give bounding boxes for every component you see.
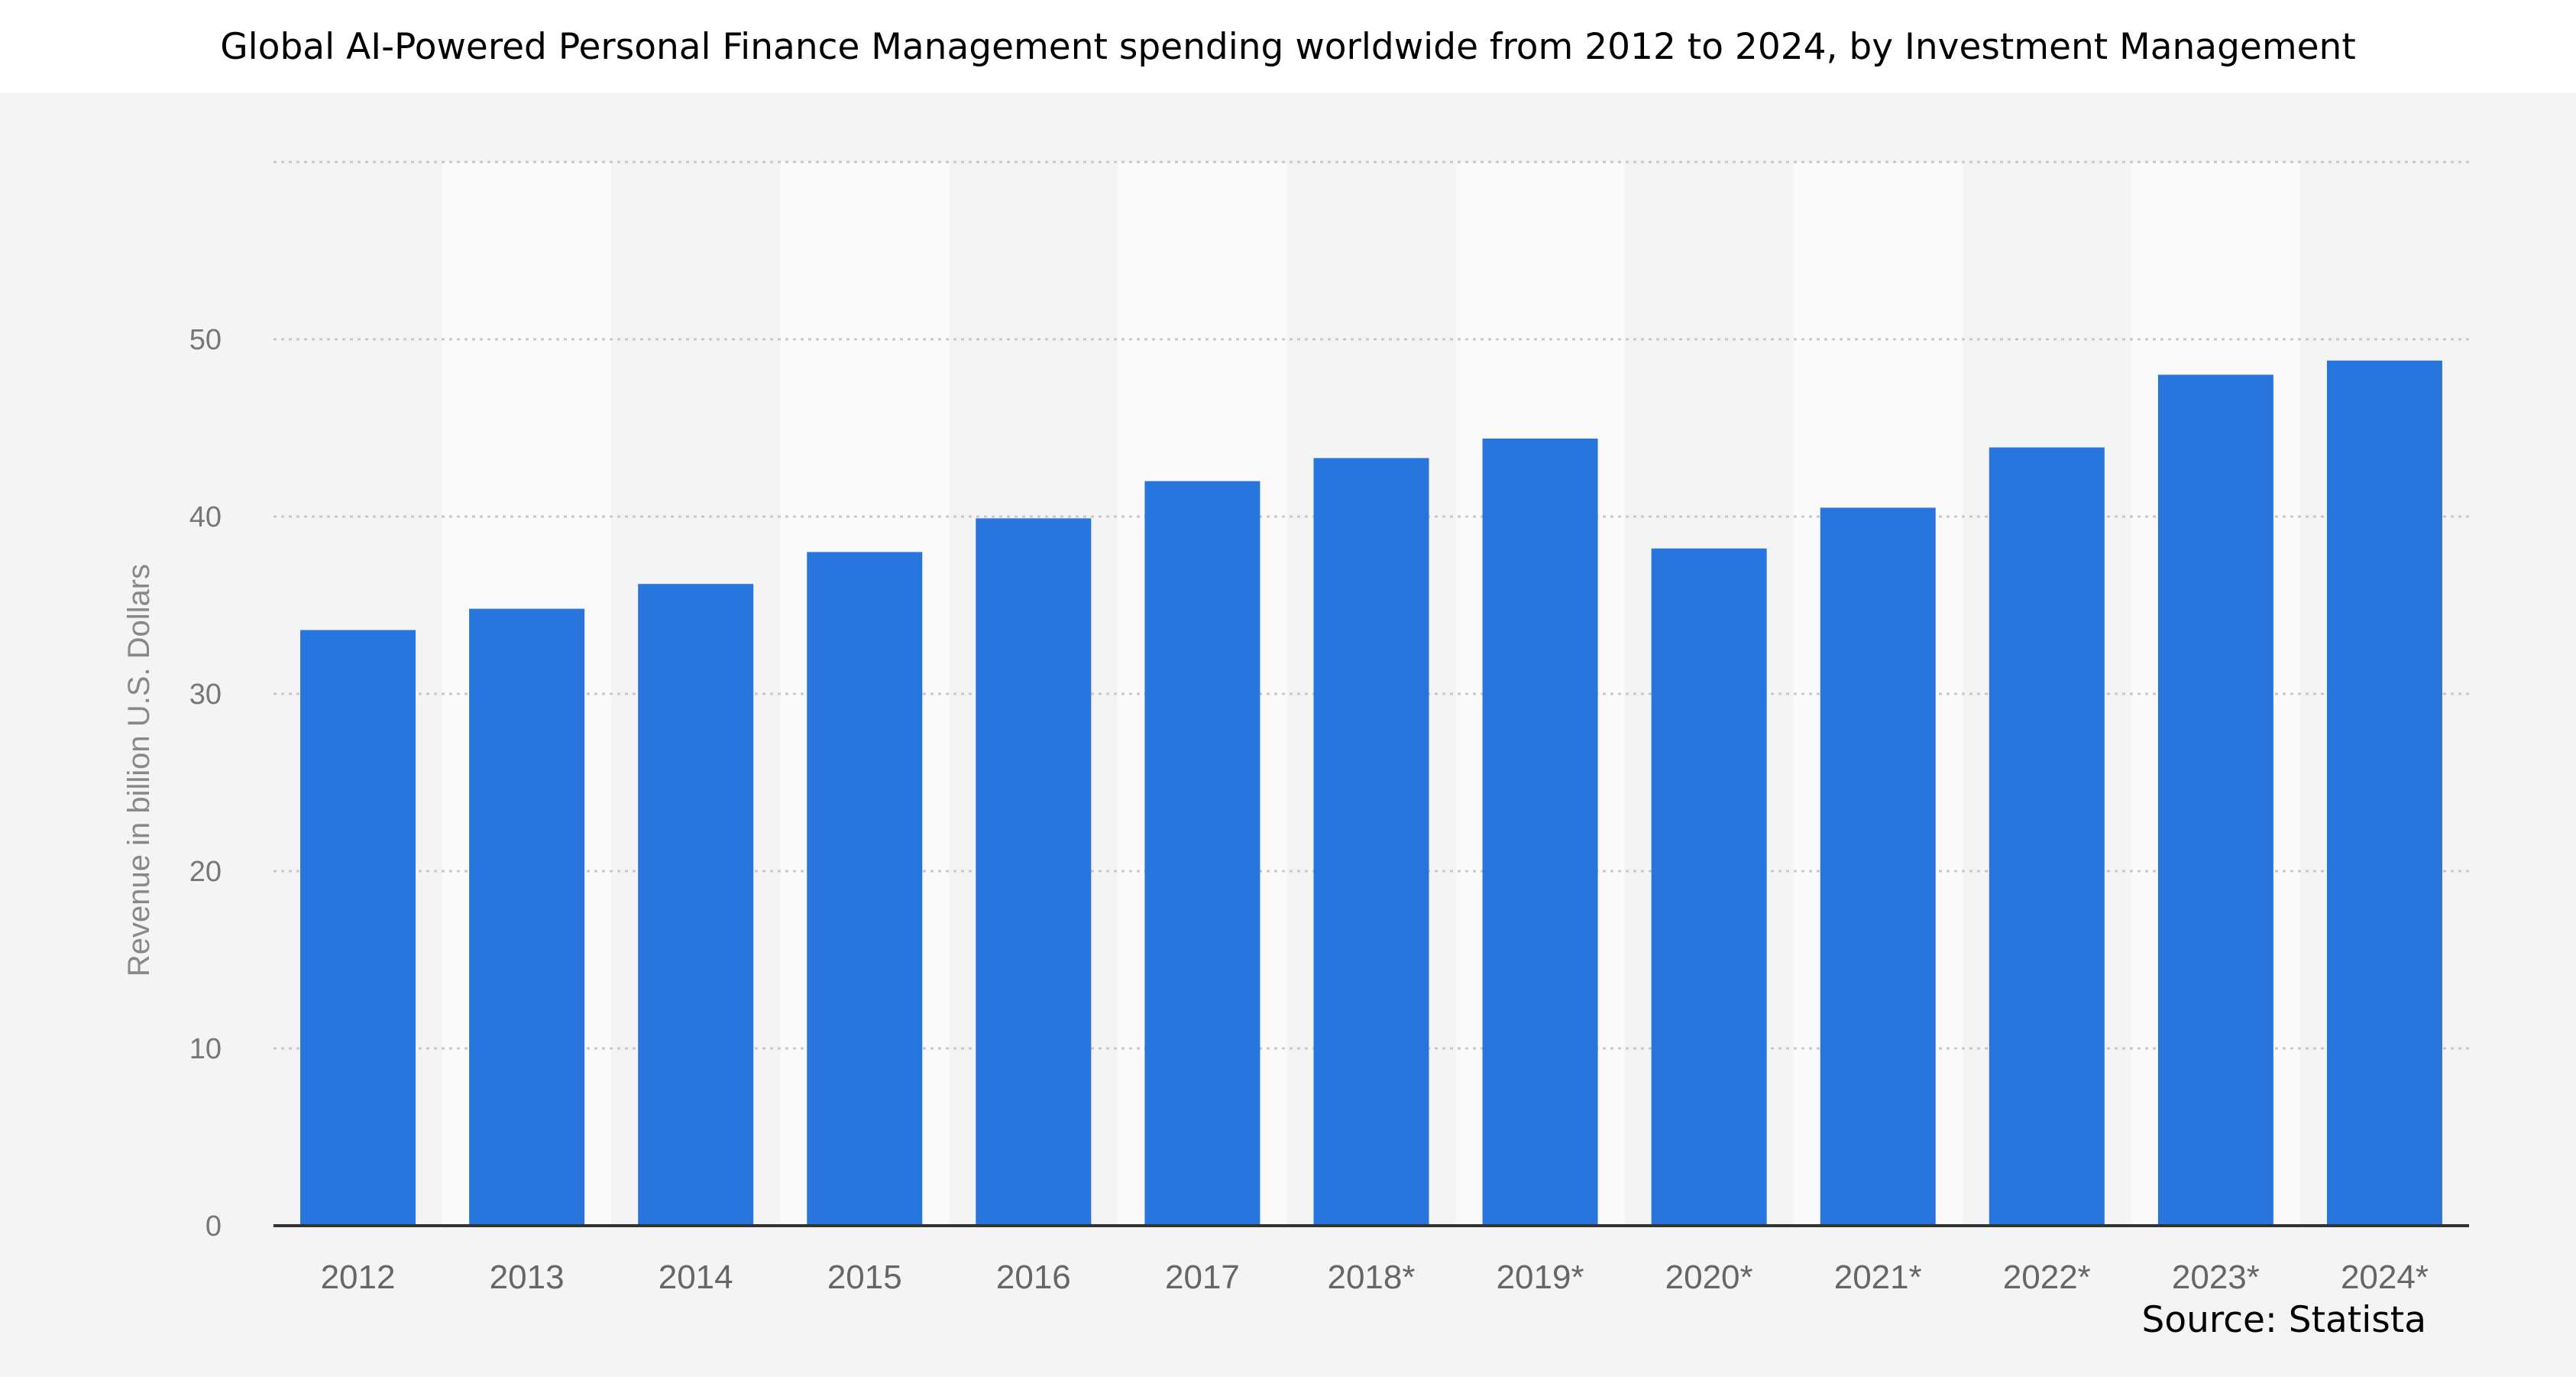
x-tick-label: 2021* xyxy=(1834,1259,1922,1296)
bar xyxy=(976,518,1092,1226)
bar xyxy=(807,552,923,1226)
y-tick-label: 50 xyxy=(189,324,222,356)
y-tick-label: 30 xyxy=(189,679,222,711)
x-tick-label: 2017 xyxy=(1165,1259,1240,1296)
chart-title: Global AI-Powered Personal Finance Manag… xyxy=(220,25,2356,68)
bar xyxy=(1651,548,1767,1226)
bar xyxy=(1989,447,2105,1226)
y-tick-label: 10 xyxy=(189,1033,222,1065)
bar xyxy=(1482,438,1598,1226)
bar xyxy=(469,608,585,1226)
source-note: Source: Statista xyxy=(2141,1299,2426,1341)
x-tick-label: 2012 xyxy=(321,1259,396,1296)
x-tick-label: 2015 xyxy=(827,1259,902,1296)
x-tick-label: 2023* xyxy=(2172,1259,2260,1296)
bar xyxy=(300,630,416,1226)
x-tick-label: 2024* xyxy=(2341,1259,2429,1296)
bar xyxy=(1820,507,1936,1226)
x-tick-label: 2014 xyxy=(659,1259,733,1296)
x-tick-label: 2018* xyxy=(1327,1259,1415,1296)
x-tick-label: 2019* xyxy=(1497,1259,1584,1296)
x-tick-label: 2020* xyxy=(1665,1259,1753,1296)
bar xyxy=(2326,360,2442,1226)
bar xyxy=(638,584,754,1226)
y-axis-label: Revenue in billion U.S. Dollars xyxy=(122,564,156,977)
x-tick-label: 2022* xyxy=(2003,1259,2091,1296)
y-tick-label: 0 xyxy=(205,1210,222,1243)
bar xyxy=(2157,374,2273,1226)
bar xyxy=(1144,481,1260,1226)
x-tick-label: 2016 xyxy=(996,1259,1071,1296)
bar xyxy=(1313,458,1429,1226)
x-tick-label: 2013 xyxy=(490,1259,565,1296)
y-tick-label: 20 xyxy=(189,856,222,888)
y-tick-label: 40 xyxy=(189,501,222,533)
